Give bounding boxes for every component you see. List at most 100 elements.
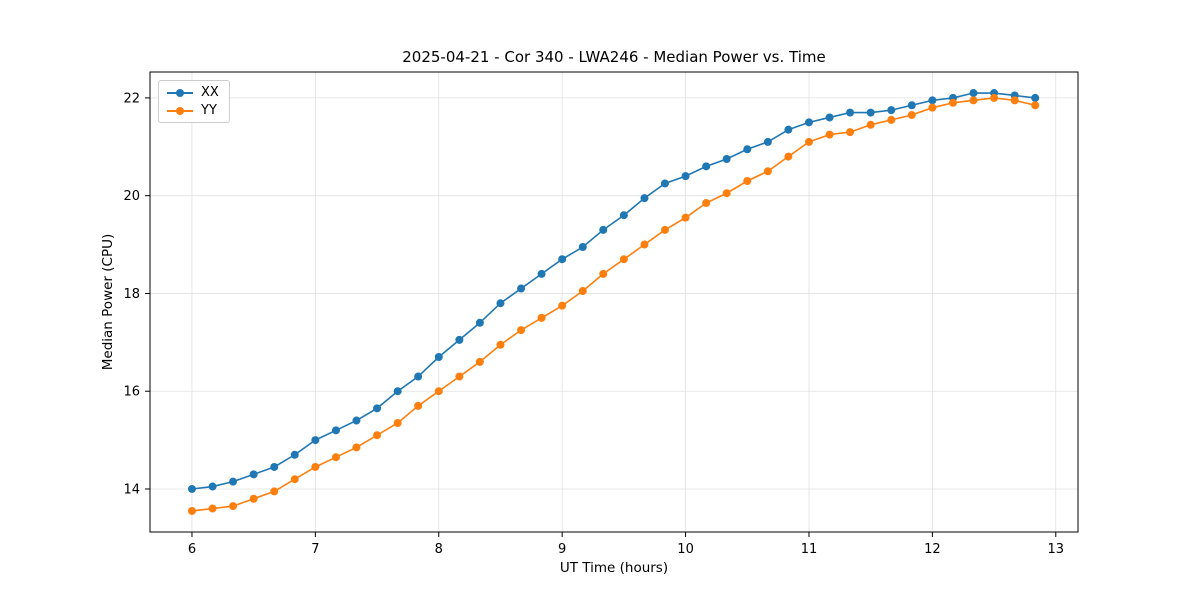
chart-title: 2025-04-21 - Cor 340 - LWA246 - Median P…	[402, 48, 826, 66]
series-marker-YY	[928, 103, 937, 112]
series-marker-XX	[681, 172, 690, 181]
series-marker-YY	[558, 301, 567, 310]
series-marker-YY	[866, 120, 875, 129]
x-axis-label: UT Time (hours)	[559, 560, 669, 576]
series-marker-XX	[599, 225, 608, 234]
series-marker-XX	[846, 108, 855, 117]
series-marker-YY	[846, 128, 855, 137]
series-marker-YY	[373, 431, 382, 440]
series-line-YY	[191, 97, 1036, 512]
series-marker-XX	[702, 162, 711, 171]
series-marker-YY	[784, 152, 793, 161]
series-marker-XX	[969, 89, 978, 98]
series-marker-YY	[249, 494, 258, 503]
y-tick-label: 22	[123, 91, 140, 106]
series-marker-YY	[517, 326, 526, 335]
x-tick-label: 9	[558, 542, 566, 557]
series-marker-XX	[558, 255, 567, 264]
series-marker-YY	[825, 130, 834, 139]
series-line-XX	[191, 92, 1036, 490]
series-marker-YY	[722, 189, 731, 198]
x-tick-label: 8	[435, 542, 443, 557]
series-marker-XX	[187, 484, 196, 493]
series-marker-YY	[948, 98, 957, 107]
series-marker-XX	[373, 404, 382, 413]
series-marker-XX	[578, 243, 587, 252]
series-marker-YY	[804, 137, 813, 146]
y-axis-label: Median Power (CPU)	[100, 233, 116, 371]
legend-dot-swatch	[176, 88, 184, 97]
legend: XX YY	[158, 80, 230, 123]
series-marker-YY	[352, 443, 361, 452]
series-marker-XX	[640, 194, 649, 203]
series-marker-XX	[660, 179, 669, 188]
series-marker-YY	[619, 255, 628, 264]
series-marker-XX	[270, 462, 279, 471]
series-marker-YY	[434, 387, 443, 396]
legend-dot-swatch	[176, 106, 184, 115]
series-marker-XX	[866, 108, 875, 117]
series-marker-YY	[578, 287, 587, 296]
series-marker-XX	[825, 113, 834, 122]
legend-entry-XX: XX	[167, 86, 219, 99]
series-marker-XX	[229, 477, 238, 486]
series-marker-XX	[414, 372, 423, 381]
series-marker-XX	[619, 211, 628, 220]
series-marker-XX	[208, 482, 217, 491]
series-marker-XX	[331, 426, 340, 435]
series-marker-YY	[537, 313, 546, 322]
series-marker-XX	[907, 101, 916, 110]
series-marker-YY	[1031, 101, 1040, 110]
legend-label: XX	[201, 85, 219, 100]
legend-entry-YY: YY	[167, 104, 219, 117]
legend-marker-icon	[167, 88, 193, 97]
series-marker-XX	[352, 416, 361, 425]
series-marker-YY	[763, 167, 772, 176]
series-marker-YY	[496, 340, 505, 349]
series-marker-XX	[537, 269, 546, 278]
series-marker-YY	[475, 357, 484, 366]
series-marker-YY	[640, 240, 649, 249]
series-marker-XX	[784, 125, 793, 134]
series-marker-XX	[393, 387, 402, 396]
series-marker-YY	[887, 115, 896, 124]
series-marker-XX	[311, 436, 320, 445]
series-marker-XX	[290, 450, 299, 459]
series-marker-YY	[599, 269, 608, 278]
x-tick-label: 11	[801, 542, 818, 557]
x-tick-label: 6	[188, 542, 196, 557]
series-marker-XX	[249, 470, 258, 479]
series-marker-XX	[496, 299, 505, 308]
series-marker-YY	[702, 199, 711, 208]
series-marker-YY	[455, 372, 464, 381]
x-tick-label: 7	[311, 542, 319, 557]
series-marker-YY	[290, 475, 299, 484]
series-marker-YY	[311, 462, 320, 471]
series-marker-XX	[434, 352, 443, 361]
series-marker-XX	[804, 118, 813, 127]
series-marker-YY	[660, 225, 669, 234]
series-marker-YY	[393, 418, 402, 427]
series-marker-XX	[1031, 93, 1040, 102]
series-marker-YY	[990, 93, 999, 102]
series-marker-XX	[475, 318, 484, 327]
series-marker-XX	[887, 106, 896, 115]
series-marker-XX	[763, 137, 772, 146]
series-marker-XX	[517, 284, 526, 293]
y-tick-label: 18	[123, 287, 140, 302]
y-tick-label: 20	[123, 189, 140, 204]
plot-border	[149, 71, 1079, 533]
series-marker-YY	[681, 213, 690, 222]
series-marker-XX	[455, 335, 464, 344]
series-marker-XX	[743, 145, 752, 154]
x-tick-label: 13	[1048, 542, 1065, 557]
legend-marker-icon	[167, 106, 193, 115]
series-marker-YY	[907, 111, 916, 120]
series-marker-XX	[928, 96, 937, 105]
series-marker-YY	[270, 487, 279, 496]
series-marker-YY	[743, 177, 752, 186]
legend-label: YY	[201, 103, 217, 118]
y-tick-label: 16	[123, 385, 140, 400]
